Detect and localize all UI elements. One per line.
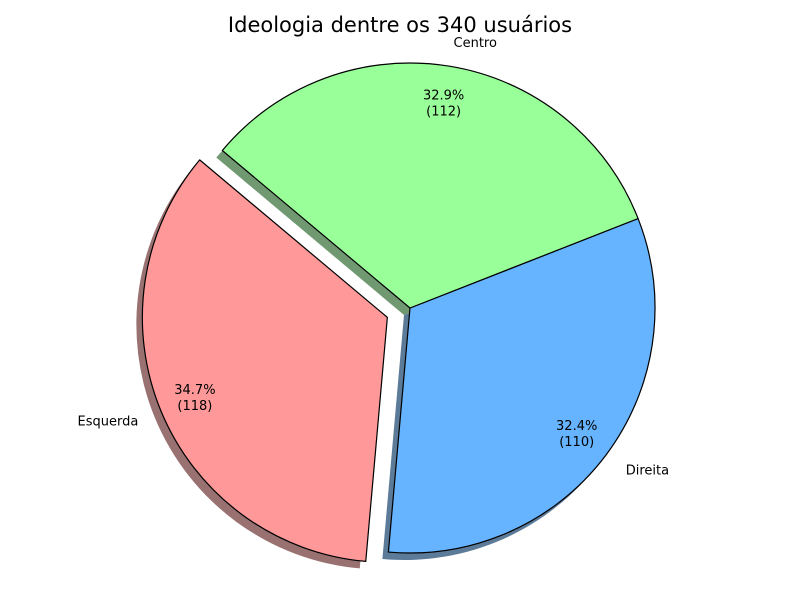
slices (141, 62, 656, 563)
chart-title: Ideologia dentre os 340 usuários (228, 13, 572, 37)
slice-labels: 34.7% (118) Esquerda 32.4% (110) Direita 32.9%… (78, 36, 670, 478)
slice-value-label-esquerda: 34.7% (118) (174, 383, 215, 414)
slice-direita (387, 217, 656, 554)
slice-value-label-direita: 32.4% (110) (556, 419, 597, 450)
slice-category-label-direita: Direita (626, 464, 669, 479)
slice-category-label-esquerda: Esquerda (78, 414, 139, 429)
slice-centro (221, 62, 639, 309)
slice-value-label-centro: 32.9% (112) (423, 88, 464, 119)
slice-esquerda (141, 159, 388, 563)
slice-category-label-centro: Centro (454, 36, 497, 51)
